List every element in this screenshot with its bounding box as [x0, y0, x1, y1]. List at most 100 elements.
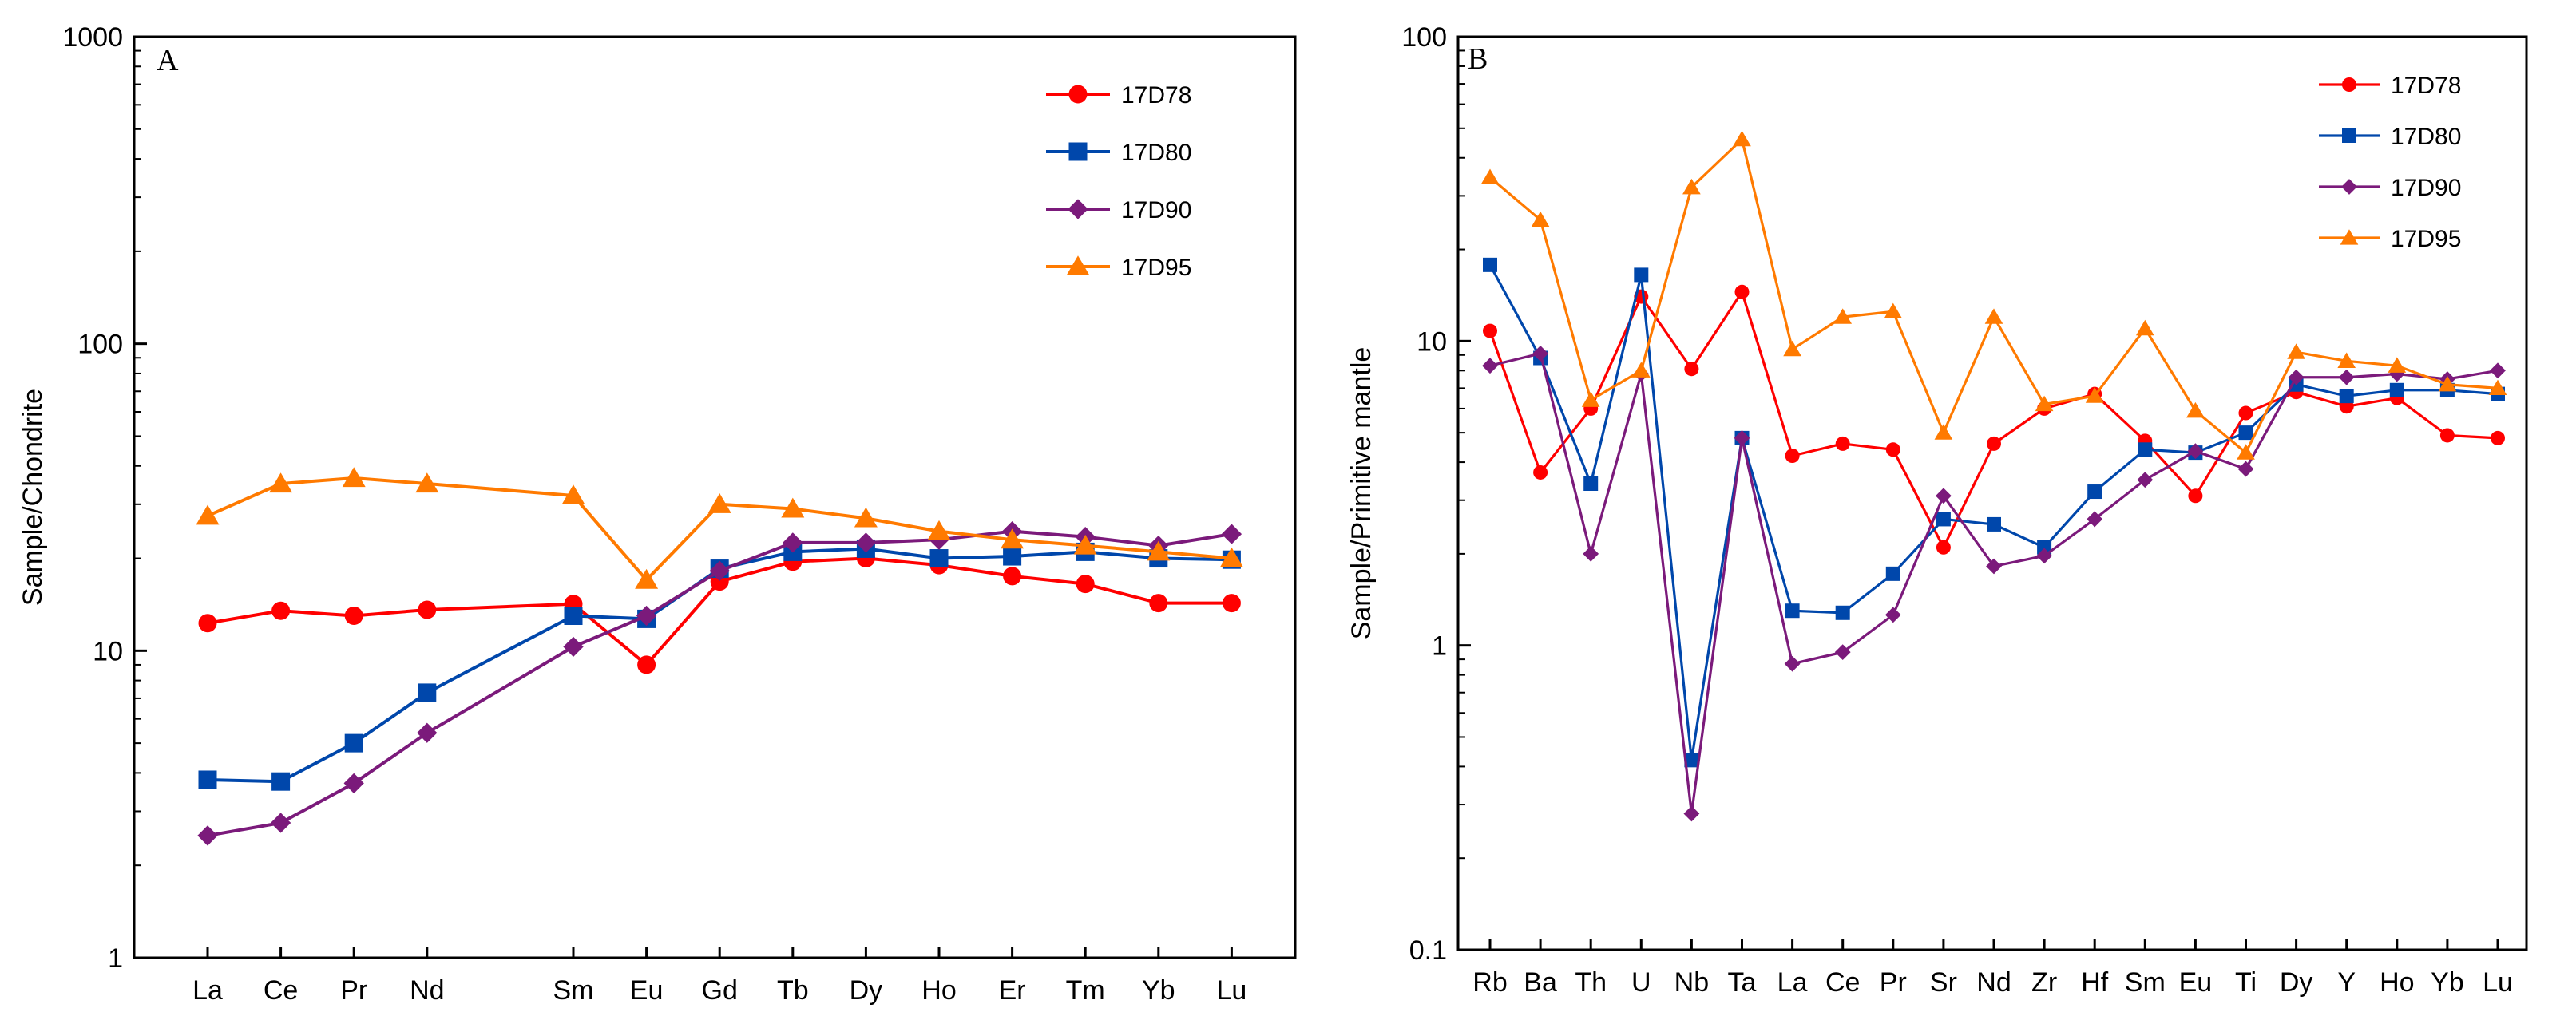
- data-point-17D95-th: [1581, 391, 1600, 407]
- x-tick-label-gd: Gd: [702, 975, 738, 1006]
- x-tick-label-ti: Ti: [2235, 967, 2257, 998]
- legend-marker-17D78: [2342, 77, 2356, 92]
- series-17D78: [1483, 284, 2505, 555]
- data-point-17D80-la: [1785, 603, 1800, 619]
- x-tick-label-yb: Yb: [2431, 967, 2464, 998]
- legend-marker-17D95: [2340, 229, 2359, 245]
- data-point-17D90-sm: [563, 636, 584, 658]
- legend-label-17D90: 17D90: [1121, 197, 1191, 223]
- data-point-17D90-ta: [1734, 429, 1750, 446]
- series-17D95: [1480, 130, 2507, 460]
- data-point-17D80-ho: [929, 549, 949, 568]
- data-point-17D90-eu: [2187, 443, 2204, 460]
- x-tick-label-eu: Eu: [630, 975, 664, 1006]
- y-tick-label: 10: [93, 636, 123, 666]
- data-point-17D95-lu: [2488, 379, 2507, 396]
- data-point-17D95-dy: [854, 507, 878, 528]
- x-tick-label-ce: Ce: [1825, 967, 1860, 998]
- data-point-17D90-lu: [2490, 362, 2506, 379]
- data-point-17D80-rb: [1483, 257, 1497, 272]
- data-point-17D95-hf: [2085, 387, 2104, 403]
- series-17D90: [1482, 346, 2506, 822]
- x-tick-label-dy: Dy: [850, 975, 883, 1006]
- data-point-17D90-eu: [636, 605, 657, 627]
- panel-label: B: [1468, 42, 1488, 76]
- x-tick-label-ce: Ce: [264, 975, 298, 1006]
- data-point-17D95-eu: [635, 568, 659, 589]
- data-point-17D95-ce: [1833, 308, 1853, 324]
- data-point-17D90-tb: [783, 532, 803, 553]
- legend-label-17D78: 17D78: [2391, 73, 2461, 99]
- data-point-17D80-zr: [2037, 540, 2052, 555]
- legend-label-17D95: 17D95: [2391, 226, 2461, 252]
- data-point-17D95-zr: [2035, 395, 2054, 412]
- series-line-17D95: [207, 476, 1232, 582]
- data-point-17D80-ho: [2389, 382, 2404, 397]
- x-tick-label-la: La: [1777, 967, 1808, 998]
- x-tick-label-dy: Dy: [2280, 967, 2313, 998]
- x-tick-label-pr: Pr: [340, 975, 367, 1006]
- series-line-17D80: [1488, 264, 2499, 761]
- legend-marker-17D80: [1068, 142, 1088, 161]
- x-tick-label-eu: Eu: [2179, 967, 2213, 998]
- data-point-17D78-pr: [1885, 442, 1900, 457]
- y-tick-label: 100: [1401, 22, 1447, 53]
- data-point-17D95-nd: [1984, 308, 2003, 324]
- data-point-17D90-ce: [270, 813, 291, 833]
- data-point-17D95-ti: [2237, 444, 2255, 460]
- x-tick-label-lu: Lu: [2483, 967, 2513, 998]
- data-point-17D95-gd: [707, 493, 731, 513]
- data-point-17D78-ce: [271, 601, 291, 620]
- data-point-17D80-la: [198, 770, 217, 789]
- data-point-17D78-ce: [1835, 436, 1850, 451]
- data-point-17D95-ce: [269, 472, 293, 493]
- x-tick-label-zr: Zr: [2031, 967, 2057, 998]
- plot-area-frame: [1456, 35, 2528, 951]
- x-tick-label-nd: Nd: [1976, 967, 2011, 998]
- data-point-17D95-dy: [2287, 343, 2305, 359]
- data-point-17D78-sr: [1936, 540, 1951, 555]
- data-point-17D95-ta: [1733, 130, 1751, 147]
- data-point-17D90-pr: [343, 773, 364, 794]
- series-line-17D80: [207, 547, 1232, 784]
- data-point-17D80-er: [1003, 547, 1022, 566]
- x-tick-label-ho: Ho: [2380, 967, 2414, 998]
- data-point-17D80-pr: [344, 733, 363, 753]
- x-tick-label-pr: Pr: [1880, 967, 1907, 998]
- y-tick-label: 100: [77, 330, 123, 360]
- series-line-17D90: [1489, 352, 2499, 816]
- chart-panel-a: 1 10 100 1000 La Ce Pr Nd Sm Eu Gd Tb Dy Ho Er Tm Yb Lu Sa…: [18, 22, 1297, 1006]
- data-point-17D95-yb: [1147, 540, 1171, 561]
- data-point-17D78-yb: [1149, 594, 1168, 613]
- x-tick-label-er: Er: [999, 975, 1026, 1006]
- data-point-17D95-tb: [781, 497, 805, 518]
- x-tick-label-hf: Hf: [2081, 967, 2109, 998]
- data-point-17D90-y: [2338, 369, 2355, 386]
- y-tick-label: 10: [1417, 326, 1447, 357]
- x-tick-label-tm: Tm: [1066, 975, 1105, 1006]
- data-point-17D90-ho: [2388, 366, 2405, 382]
- data-point-17D90-nd: [1986, 558, 2002, 575]
- data-point-17D90-lu: [1221, 524, 1242, 544]
- data-point-17D95-ho: [927, 520, 951, 540]
- data-point-17D90-ti: [2237, 461, 2254, 477]
- data-point-17D95-rb: [1480, 168, 1500, 184]
- y-tick-label: 0.1: [1409, 935, 1447, 966]
- y-tick-label: 1: [108, 943, 123, 974]
- series-17D95: [196, 467, 1243, 589]
- data-point-17D80-u: [1634, 267, 1649, 283]
- legend-marker-17D95: [1066, 255, 1090, 276]
- data-point-17D78-eu: [2188, 488, 2203, 504]
- x-tick-label-th: Th: [1575, 967, 1607, 998]
- data-point-17D95-u: [1631, 362, 1651, 378]
- data-point-17D90-ce: [1834, 644, 1851, 661]
- x-tick-label-u: U: [1631, 967, 1651, 998]
- x-tick-label-lu: Lu: [1216, 975, 1246, 1006]
- data-point-17D90-sm: [2137, 472, 2154, 488]
- data-point-17D78-rb: [1483, 323, 1497, 338]
- data-point-17D90-nd: [417, 722, 438, 743]
- x-tick-label-sr: Sr: [1930, 967, 1957, 998]
- panel-label: A: [157, 44, 179, 77]
- legend-label-17D80: 17D80: [2391, 124, 2461, 150]
- data-point-17D78-yb: [2439, 428, 2455, 443]
